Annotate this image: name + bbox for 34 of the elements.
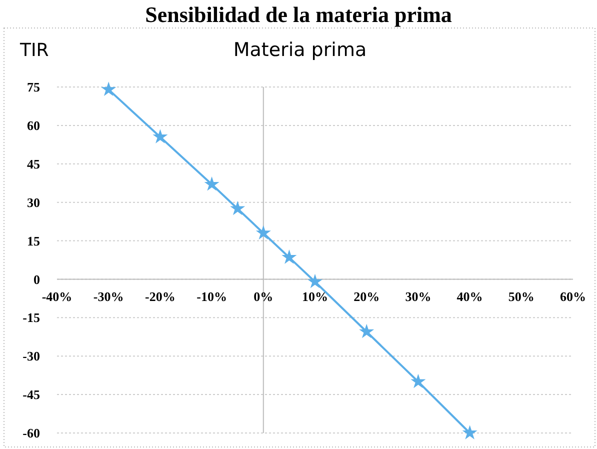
y-tick-label: -60: [22, 426, 40, 441]
y-tick-label: 30: [27, 194, 40, 210]
x-tick-label: 20%: [354, 289, 380, 304]
y-tick-label: 0: [34, 272, 40, 287]
x-tick-label: 10%: [302, 289, 328, 304]
y-tick-label: 45: [27, 156, 40, 172]
point: [282, 250, 297, 264]
point: [204, 176, 220, 191]
y-tick-label: 60: [27, 118, 40, 133]
point: [152, 129, 168, 144]
y-tick-label: -30: [22, 348, 40, 364]
x-tick-label: -30%: [93, 289, 124, 304]
x-tick-label: 50%: [508, 289, 534, 304]
point: [359, 324, 374, 338]
y-axis-title: TIR: [19, 40, 49, 61]
y-tick-label: -15: [22, 310, 40, 326]
x-tick-label: -40%: [42, 289, 72, 304]
y-tick-label: 15: [27, 233, 40, 248]
x-tick-label: 60%: [560, 289, 586, 304]
chart-title: Sensibilidad de la materia prima: [145, 2, 452, 27]
x-tick-label: -20%: [145, 289, 176, 304]
chart-subtitle: Materia prima: [233, 39, 367, 61]
x-tick-label: 30%: [405, 289, 432, 304]
point: [230, 200, 246, 216]
x-tick-label: 0%: [254, 289, 274, 304]
point: [462, 425, 478, 440]
y-tick-label: -45: [22, 387, 40, 402]
y-tick-label: 75: [27, 80, 40, 95]
point: [101, 82, 116, 96]
point: [410, 374, 426, 388]
x-tick-label: 40%: [456, 289, 483, 304]
x-tick-label: -10%: [196, 289, 227, 304]
point: [256, 225, 271, 240]
point: [307, 274, 323, 288]
